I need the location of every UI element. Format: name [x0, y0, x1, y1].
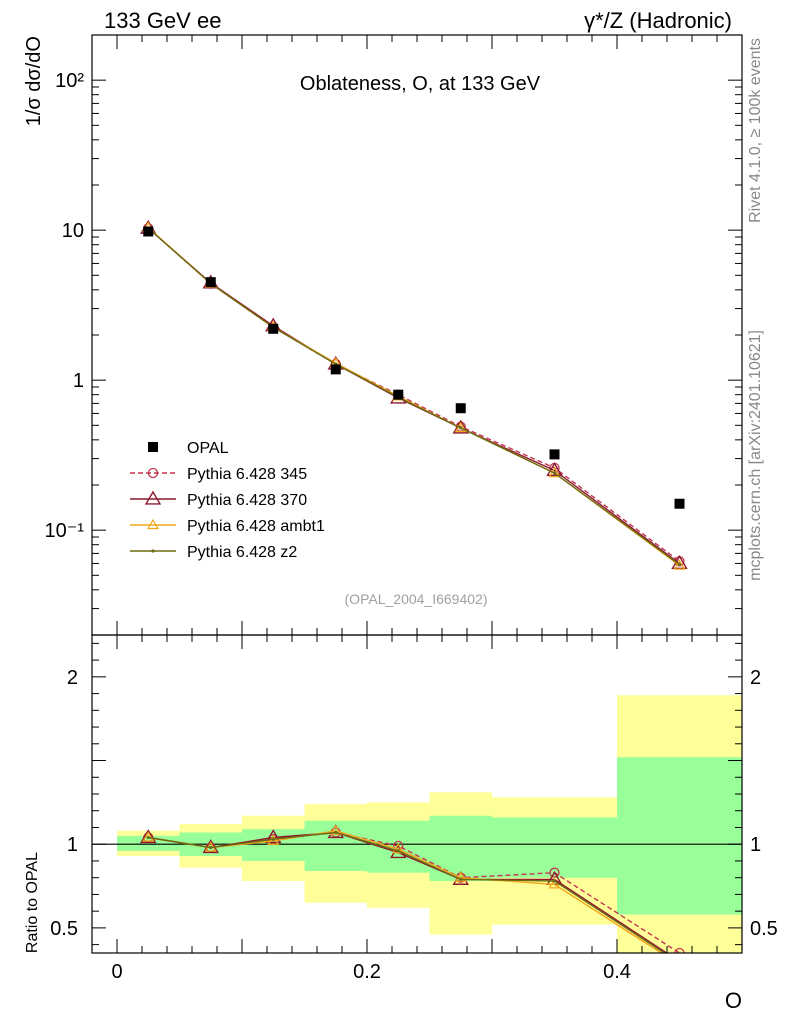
y-tick-label-main: 10⁻¹ [45, 520, 85, 542]
uncertainty-band-green [617, 757, 742, 915]
legend-label-0: Pythia 6.428 345 [187, 466, 307, 483]
rivet-version-label: Rivet 4.1.0, ≥ 100k events [747, 38, 764, 223]
y-axis-label-ratio: Ratio to OPAL [24, 852, 41, 953]
rc-marker-1 [140, 829, 157, 844]
rc-marker-0 [674, 947, 685, 953]
rc-marker-0 [549, 867, 560, 878]
legend-marker-0 [147, 467, 159, 479]
mc-marker-3 [552, 471, 557, 475]
legend-marker-opal [148, 442, 158, 452]
ratio-panel: 0.5 0.5 1 1 2 2 0 0.2 0.4 Ratio to OPAL O [24, 634, 778, 1013]
header-right: γ*/Z (Hadronic) [584, 8, 732, 33]
chart-title: Oblateness, O, at 133 GeV [300, 73, 541, 95]
mc-line-1 [147, 227, 680, 564]
rc-marker-2 [392, 843, 405, 854]
opal-data-point [549, 449, 560, 460]
rc-marker-3 [334, 830, 338, 835]
mc-line-2 [147, 227, 680, 567]
rc-marker-3 [209, 845, 213, 850]
mc-marker-3 [677, 562, 682, 567]
opal-data-point [143, 226, 154, 237]
opal-data-point [455, 403, 466, 414]
rc-marker-2 [454, 871, 467, 882]
mcplots-reference-label: mcplots.cern.ch [arXiv:2401.10621] [747, 330, 764, 581]
x-tick-label: 0.4 [603, 961, 631, 983]
y-tick-label-main: 10² [55, 70, 84, 92]
legend-entry-3: Pythia 6.428 z2 [130, 544, 297, 561]
opal-data-point [330, 364, 341, 375]
legend-marker-1 [144, 490, 162, 505]
mc-marker-1 [546, 462, 563, 477]
legend-entry-2: Pythia 6.428 ambt1 [130, 518, 325, 535]
y-tick-label-ratio-right: 1 [750, 834, 761, 856]
opal-data-point [674, 498, 685, 509]
mc-line-0 [147, 227, 680, 562]
legend-label-opal: OPAL [187, 440, 229, 457]
reference-analysis-label: (OPAL_2004_I669402) [345, 591, 488, 607]
y-axis-label-main: 1/σ dσ/dO [23, 36, 45, 126]
legend-marker-3 [151, 549, 155, 553]
legend-marker-2 [146, 518, 160, 530]
rc-marker-2 [548, 878, 561, 889]
legend-label-2: Pythia 6.428 ambt1 [187, 518, 325, 535]
y-tick-label-ratio-left: 0.5 [50, 918, 78, 940]
x-axis-label: O [725, 988, 742, 1013]
header-left: 133 GeV ee [104, 8, 221, 33]
mc-marker-3 [459, 426, 463, 430]
opal-data-point [268, 323, 279, 334]
x-tick-label: 0.2 [353, 961, 381, 983]
rc-marker-2 [329, 824, 342, 835]
rc-marker-3 [146, 835, 150, 840]
opal-data-point [205, 277, 216, 288]
y-tick-label-main: 10 [62, 220, 84, 242]
uncertainty-band-green [304, 820, 367, 871]
legend-entry-1: Pythia 6.428 370 [130, 490, 307, 509]
rc-marker-3 [271, 837, 275, 841]
rc-marker-1 [265, 829, 282, 844]
rc-marker-3 [678, 961, 681, 964]
rc-marker-3 [552, 879, 557, 883]
rc-marker-3 [396, 849, 400, 853]
rc-marker-3 [459, 877, 463, 881]
y-tick-label-ratio-left: 2 [67, 667, 78, 689]
y-tick-label-ratio-right: 0.5 [750, 918, 778, 940]
main-panel: 10² 10 1 10⁻¹ Oblateness, O, at 133 GeV 1/σ… [23, 34, 743, 636]
opal-data-point [393, 389, 404, 400]
rc-marker-1 [679, 952, 680, 953]
mc-marker-2 [673, 559, 686, 570]
legend-label-1: Pythia 6.428 370 [187, 492, 307, 509]
rc-line-3 [148, 831, 666, 953]
y-tick-label-ratio-right: 2 [750, 667, 761, 689]
rc-marker-2 [675, 960, 685, 969]
legend-entry-0: Pythia 6.428 345 [130, 466, 307, 483]
y-tick-label-ratio-left: 1 [67, 834, 78, 856]
mc-line-3 [147, 227, 680, 566]
legend: OPAL Pythia 6.428 345 Pythia 6.428 370 Pyth… [130, 440, 325, 561]
legend-label-3: Pythia 6.428 z2 [187, 544, 297, 561]
x-tick-label: 0 [111, 961, 122, 983]
uncertainty-band-green [242, 829, 305, 861]
y-tick-label-main: 1 [73, 370, 84, 392]
legend-entry-opal: OPAL [148, 440, 229, 457]
rc-marker-2 [142, 831, 155, 842]
